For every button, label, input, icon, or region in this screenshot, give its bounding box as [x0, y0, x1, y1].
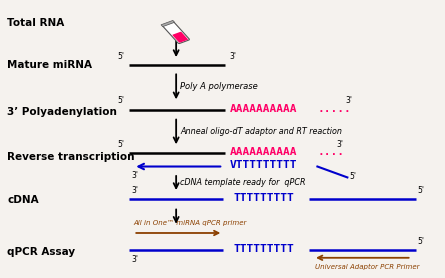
Text: Anneal oligo-dT adaptor and RT reaction: Anneal oligo-dT adaptor and RT reaction	[180, 127, 342, 136]
Text: 3': 3'	[230, 52, 237, 61]
Text: 3’ Polyadenylation: 3’ Polyadenylation	[7, 107, 117, 117]
Text: TTTTTTTTT: TTTTTTTTT	[234, 244, 295, 254]
Text: All in One™ miRNA qPCR primer: All in One™ miRNA qPCR primer	[134, 220, 247, 226]
Text: 5': 5'	[349, 172, 356, 180]
FancyBboxPatch shape	[163, 22, 190, 43]
Text: 5': 5'	[118, 140, 125, 149]
Text: cDNA template ready for  qPCR: cDNA template ready for qPCR	[180, 178, 306, 187]
Text: Total RNA: Total RNA	[7, 18, 65, 28]
Text: AAAAAAAAAA: AAAAAAAAAA	[230, 104, 297, 114]
Text: 3': 3'	[345, 96, 352, 105]
Text: 5': 5'	[417, 186, 424, 195]
Text: TTTTTTTTT: TTTTTTTTT	[234, 193, 295, 203]
Text: 5': 5'	[417, 237, 424, 245]
Text: 5': 5'	[118, 96, 125, 105]
Text: 3': 3'	[131, 255, 138, 264]
Text: 3': 3'	[131, 171, 138, 180]
Text: VTTTTTTTTT: VTTTTTTTTT	[230, 160, 297, 170]
Text: AAAAAAAAAA: AAAAAAAAAA	[230, 147, 297, 157]
FancyBboxPatch shape	[172, 32, 188, 43]
Text: cDNA: cDNA	[7, 195, 39, 205]
Text: 3': 3'	[337, 140, 344, 149]
FancyBboxPatch shape	[161, 20, 174, 27]
Text: qPCR Assay: qPCR Assay	[7, 247, 75, 257]
Text: Poly A polymerase: Poly A polymerase	[180, 82, 258, 91]
Text: 5': 5'	[118, 52, 125, 61]
Text: Universal Adaptor PCR Primer: Universal Adaptor PCR Primer	[315, 264, 420, 270]
Text: ....: ....	[317, 147, 344, 157]
Text: 3': 3'	[131, 186, 138, 195]
Text: Reverse transcription: Reverse transcription	[7, 152, 134, 162]
Text: Mature miRNA: Mature miRNA	[7, 60, 92, 70]
Text: .....: .....	[317, 104, 351, 114]
